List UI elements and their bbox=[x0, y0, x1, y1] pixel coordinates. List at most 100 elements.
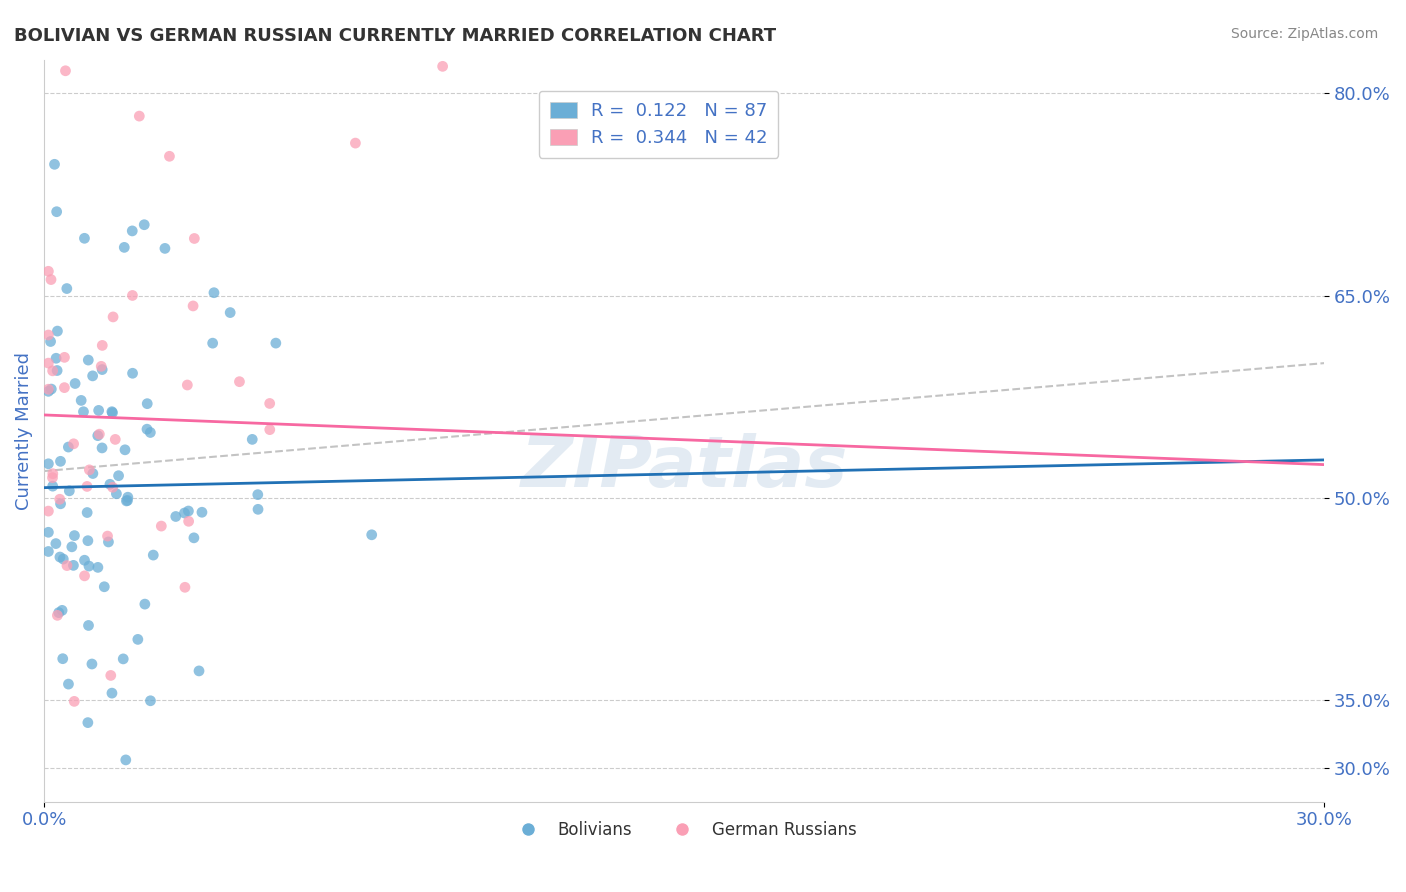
Point bbox=[37, 264, 59, 278]
Point bbox=[63, 528, 86, 542]
Point bbox=[176, 378, 198, 392]
Point bbox=[115, 494, 138, 508]
Point bbox=[432, 59, 454, 73]
Point bbox=[58, 483, 80, 498]
Point bbox=[344, 136, 367, 150]
Point bbox=[112, 240, 135, 254]
Point bbox=[46, 324, 69, 338]
Y-axis label: Currently Married: Currently Married bbox=[15, 351, 32, 509]
Point bbox=[42, 467, 65, 481]
Point bbox=[41, 479, 63, 493]
Point bbox=[177, 514, 200, 528]
Point bbox=[52, 552, 75, 566]
Point bbox=[174, 580, 197, 594]
Point bbox=[219, 305, 242, 319]
Point bbox=[91, 362, 114, 376]
Point bbox=[183, 814, 205, 829]
Point bbox=[177, 504, 200, 518]
Point bbox=[183, 531, 205, 545]
Point bbox=[37, 356, 59, 370]
Point bbox=[142, 548, 165, 562]
Point bbox=[201, 336, 224, 351]
Point bbox=[62, 558, 84, 573]
Point bbox=[46, 363, 69, 377]
Point bbox=[41, 470, 63, 484]
Point bbox=[801, 801, 824, 815]
Point bbox=[246, 488, 269, 502]
Point bbox=[45, 204, 67, 219]
Point bbox=[202, 285, 225, 300]
Point bbox=[191, 505, 214, 519]
Point bbox=[82, 368, 104, 383]
Point bbox=[56, 558, 79, 573]
Point bbox=[73, 553, 96, 567]
Point bbox=[39, 272, 62, 286]
Point bbox=[35, 801, 58, 815]
Point bbox=[72, 405, 94, 419]
Point bbox=[73, 569, 96, 583]
Point bbox=[77, 533, 100, 548]
Point bbox=[259, 423, 281, 437]
Point bbox=[127, 632, 149, 647]
Point bbox=[44, 157, 66, 171]
Text: BOLIVIAN VS GERMAN RUSSIAN CURRENTLY MARRIED CORRELATION CHART: BOLIVIAN VS GERMAN RUSSIAN CURRENTLY MAR… bbox=[14, 27, 776, 45]
Point bbox=[82, 467, 104, 481]
Point bbox=[77, 559, 100, 574]
Point bbox=[45, 536, 67, 550]
Point bbox=[73, 231, 96, 245]
Point bbox=[173, 506, 195, 520]
Point bbox=[87, 560, 110, 574]
Point bbox=[56, 281, 79, 295]
Point bbox=[37, 504, 59, 518]
Point bbox=[55, 63, 77, 78]
Point bbox=[37, 328, 59, 343]
Point bbox=[46, 608, 69, 623]
Point bbox=[97, 535, 120, 549]
Point bbox=[105, 487, 128, 501]
Point bbox=[96, 529, 118, 543]
Point bbox=[70, 393, 93, 408]
Point bbox=[62, 437, 84, 451]
Point bbox=[90, 359, 112, 374]
Point bbox=[114, 442, 136, 457]
Point bbox=[139, 694, 162, 708]
Point bbox=[91, 441, 114, 455]
Point bbox=[37, 544, 59, 558]
Point bbox=[114, 753, 136, 767]
Point bbox=[228, 375, 250, 389]
Point bbox=[45, 351, 67, 366]
Point bbox=[53, 381, 76, 395]
Point bbox=[37, 382, 59, 396]
Point bbox=[77, 353, 100, 368]
Point bbox=[87, 403, 110, 417]
Point bbox=[76, 506, 98, 520]
Point bbox=[37, 384, 59, 399]
Point bbox=[79, 463, 101, 477]
Point bbox=[91, 338, 114, 352]
Point bbox=[51, 603, 73, 617]
Point bbox=[188, 664, 211, 678]
Point bbox=[360, 528, 382, 542]
Point bbox=[101, 310, 124, 324]
Point bbox=[136, 422, 159, 436]
Point bbox=[89, 427, 111, 442]
Point bbox=[37, 457, 59, 471]
Point bbox=[77, 618, 100, 632]
Text: ZIPatlas: ZIPatlas bbox=[520, 434, 848, 502]
Point bbox=[39, 334, 62, 349]
Point bbox=[117, 490, 139, 504]
Point bbox=[121, 288, 143, 302]
Point bbox=[112, 652, 135, 666]
Point bbox=[183, 231, 205, 245]
Point bbox=[136, 397, 159, 411]
Point bbox=[139, 425, 162, 440]
Point bbox=[76, 479, 98, 493]
Point bbox=[150, 519, 173, 533]
Point bbox=[87, 428, 110, 442]
Point bbox=[63, 376, 86, 391]
Text: Source: ZipAtlas.com: Source: ZipAtlas.com bbox=[1230, 27, 1378, 41]
Point bbox=[104, 433, 127, 447]
Point bbox=[121, 366, 143, 380]
Point bbox=[240, 433, 263, 447]
Point bbox=[259, 396, 281, 410]
